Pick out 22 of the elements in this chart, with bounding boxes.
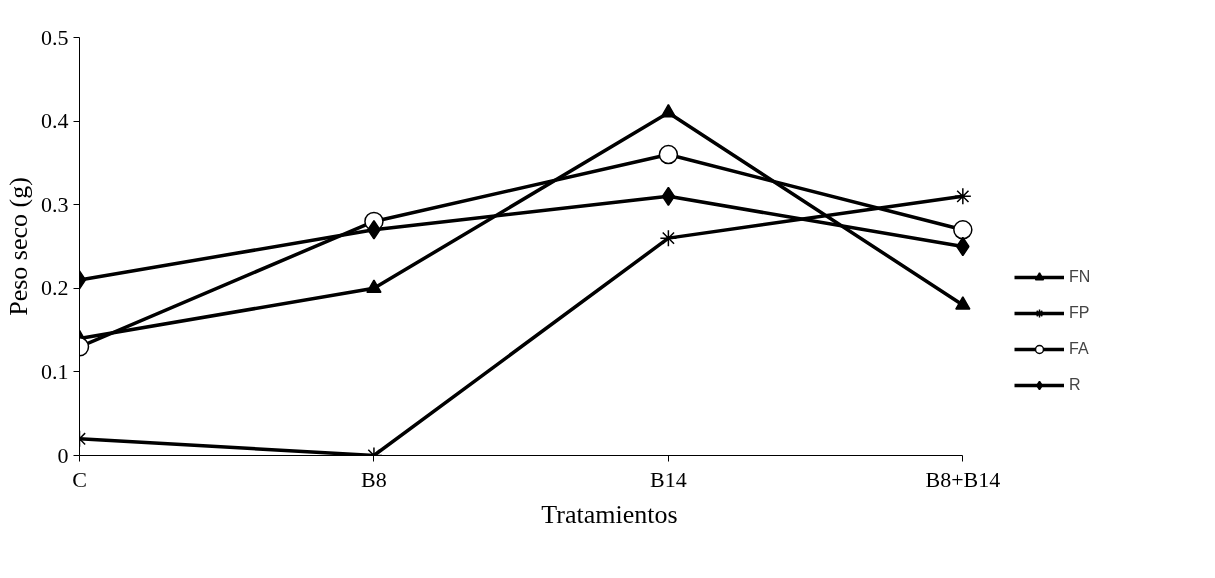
legend-label: FA — [1069, 340, 1089, 358]
point — [658, 144, 679, 165]
y-tick-label: 0.3 — [41, 191, 69, 217]
point — [953, 220, 973, 240]
y-tick-label: 0.1 — [41, 358, 69, 384]
y-axis-title: Peso seco (g) — [4, 177, 33, 316]
y-tick-label: 0.5 — [41, 24, 69, 50]
legend-label: FN — [1069, 268, 1091, 286]
y-tick-label: 0 — [57, 442, 69, 468]
y-tick-label: 0.4 — [41, 108, 69, 134]
x-tick-label: B14 — [650, 466, 687, 492]
point — [661, 186, 676, 207]
legend-label: R — [1069, 376, 1082, 394]
x-tick-label: B8+B14 — [925, 466, 1001, 492]
legend-label: FP — [1069, 304, 1090, 322]
point — [659, 229, 678, 247]
x-tick-label: C — [72, 466, 87, 492]
x-axis-title: Tratamientos — [541, 499, 678, 529]
x-tick-label: B8 — [361, 466, 387, 492]
y-tick-label: 0.2 — [41, 275, 69, 301]
point — [955, 296, 971, 310]
point — [954, 187, 972, 206]
